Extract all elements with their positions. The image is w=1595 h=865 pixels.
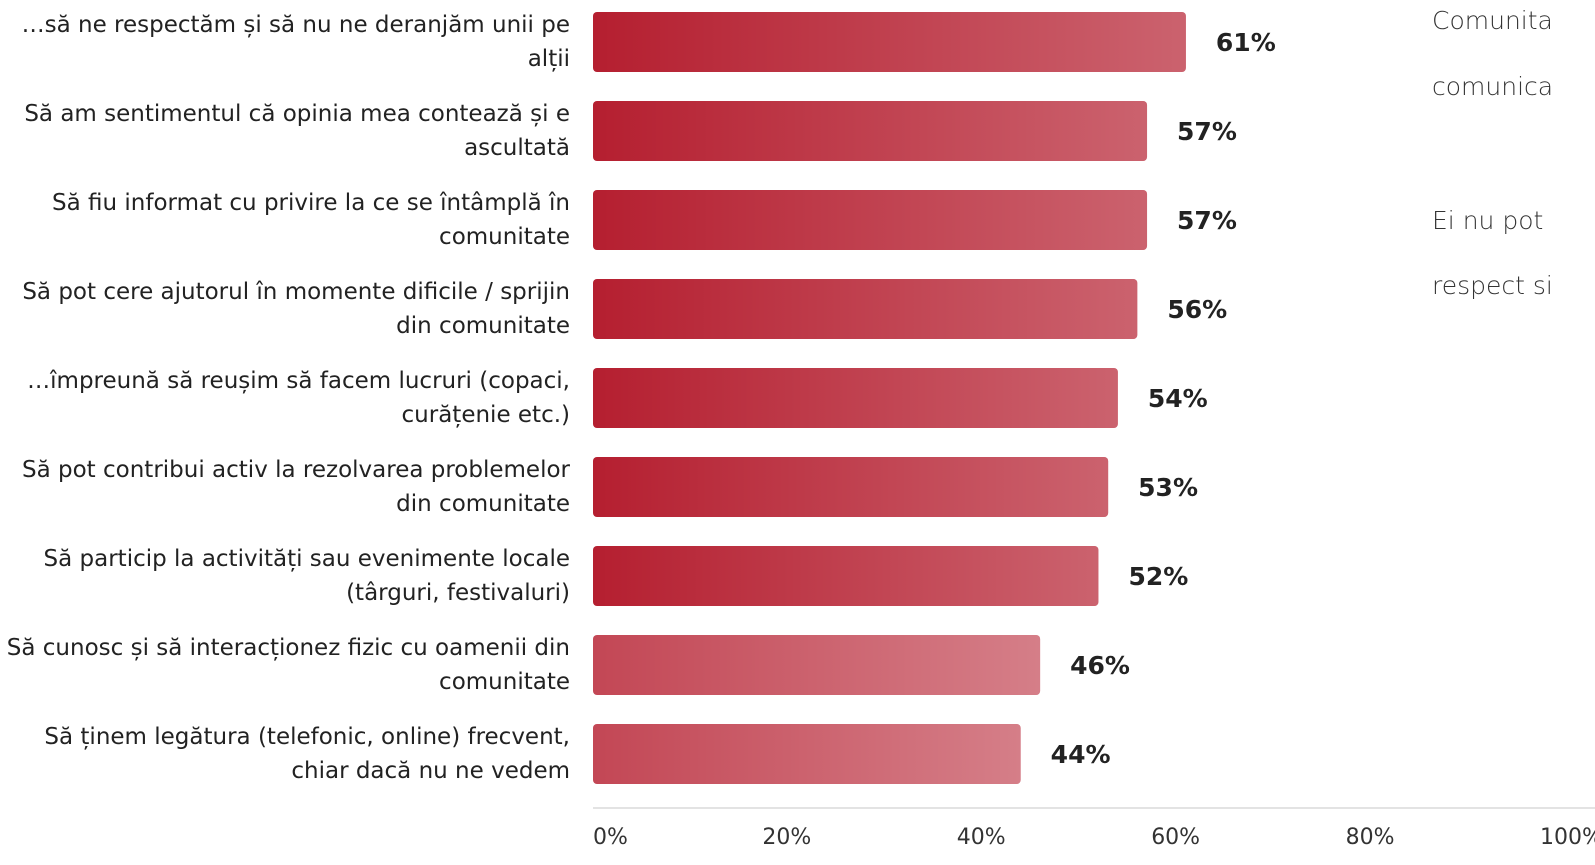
value-label: 53%: [1138, 473, 1198, 502]
annotation: Ei nu pot: [1432, 206, 1543, 235]
category-label: …împreună să reușim să facem lucruri (co…: [27, 368, 570, 428]
x-tick-label: 20%: [762, 825, 811, 850]
category-label: Să ținem legătura (telefonic, online) fr…: [44, 724, 570, 784]
bar: [593, 546, 1099, 606]
value-label: 52%: [1128, 562, 1188, 591]
category-label: Să cunosc și să interacționez fizic cu o…: [6, 635, 570, 695]
category-label: Să am sentimentul că opinia mea contează…: [24, 101, 570, 161]
x-tick-label: 100%: [1540, 825, 1595, 850]
annotation: comunica: [1432, 72, 1553, 101]
value-label: 44%: [1051, 740, 1111, 769]
bar: [593, 101, 1148, 161]
annotation: Comunita: [1432, 6, 1553, 35]
bar: [593, 457, 1109, 517]
x-tick-label: 80%: [1346, 825, 1395, 850]
category-label: Să pot cere ajutorul în momente dificile…: [22, 279, 570, 339]
value-label: 46%: [1070, 651, 1130, 680]
bar: [593, 190, 1148, 250]
bar: [593, 724, 1021, 784]
bar: [593, 368, 1118, 428]
category-label: Să particip la activități sau evenimente…: [43, 546, 570, 606]
x-tick-label: 40%: [957, 825, 1006, 850]
x-tick-label: 60%: [1151, 825, 1200, 850]
value-label: 57%: [1177, 117, 1237, 146]
category-label: Să pot contribui activ la rezolvarea pro…: [22, 457, 570, 517]
value-label: 56%: [1167, 295, 1227, 324]
bar: [593, 12, 1186, 72]
value-label: 57%: [1177, 206, 1237, 235]
bar: [593, 279, 1138, 339]
category-label: …să ne respectăm și să nu ne deranjăm un…: [21, 12, 570, 72]
category-label: Să fiu informat cu privire la ce se întâ…: [52, 190, 570, 250]
value-label: 54%: [1148, 384, 1208, 413]
x-tick-label: 0%: [593, 825, 628, 850]
value-label: 61%: [1216, 28, 1276, 57]
annotation: respect si: [1432, 271, 1553, 300]
bar: [593, 635, 1041, 695]
